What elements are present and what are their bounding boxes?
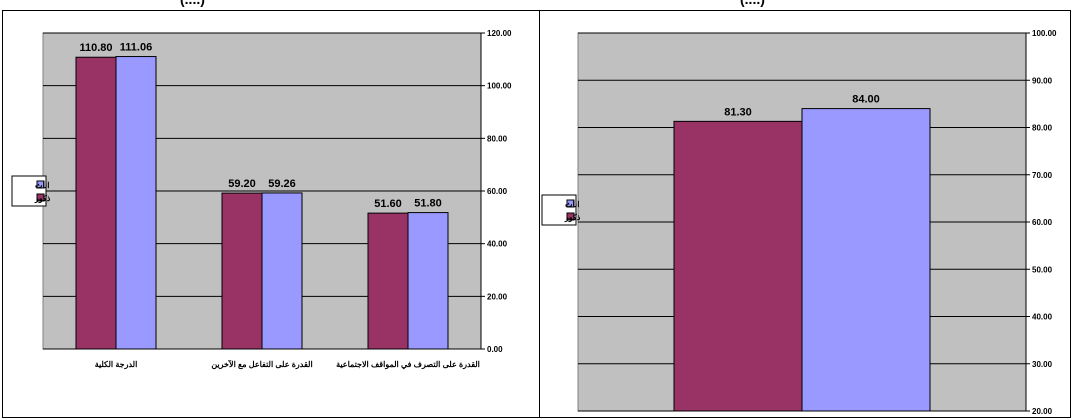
- data-label: 59.26: [268, 178, 296, 190]
- bar: [115, 56, 157, 350]
- y-tick-label: 0.00: [487, 345, 503, 354]
- bar: [75, 56, 117, 350]
- bar: [801, 108, 931, 412]
- top-cropped-strip: (....) (....): [0, 0, 1073, 10]
- category-label: القدرة على التفاعل مع الآخرين: [211, 359, 312, 370]
- bar: [261, 192, 303, 350]
- bar: [221, 192, 263, 350]
- legend-swatch: [566, 212, 575, 221]
- legend-swatch: [36, 193, 45, 202]
- y-tick-label: 20.00: [487, 292, 508, 301]
- y-tick-label: 40.00: [1032, 313, 1053, 322]
- legend-label: ذكور: [34, 194, 51, 204]
- data-label: 59.20: [228, 178, 256, 190]
- y-tick-label: 30.00: [1032, 360, 1053, 369]
- data-label: 51.80: [414, 198, 442, 210]
- data-label: 111.06: [120, 42, 152, 54]
- y-tick-label: 100.00: [1032, 29, 1057, 38]
- legend-label: اناث: [565, 200, 579, 209]
- legend-swatch: [36, 180, 45, 189]
- legend-swatch: [566, 199, 575, 208]
- y-tick-label: 70.00: [1032, 171, 1053, 180]
- legend-label: ذكور: [564, 213, 581, 223]
- data-label: 84.00: [852, 94, 880, 106]
- bar-chart-right: 20.00 30.00 40.00 50.00 60.00 70.00 80.00 90.00…: [541, 29, 1057, 416]
- y-tick-label: 40.00: [487, 240, 508, 249]
- bar: [367, 212, 409, 350]
- y-tick-label: 90.00: [1032, 76, 1053, 85]
- top-fragment-left: (....): [180, 0, 205, 7]
- y-tick-label: 60.00: [1032, 218, 1053, 227]
- category-label: الدرجة الكلية: [95, 360, 138, 370]
- chart-panel-right: 20.00 30.00 40.00 50.00 60.00 70.00 80.00 90.00…: [539, 10, 1071, 418]
- bar: [673, 120, 803, 412]
- top-fragment-right: (....): [740, 0, 765, 7]
- y-tick-label: 60.00: [487, 187, 508, 196]
- legend-label: اناث: [35, 181, 49, 190]
- bar: [407, 212, 449, 350]
- bar-chart-left: 0.00 20.00 40.00 60.00 80.00 100.00 120.00 110.…: [11, 29, 512, 370]
- y-tick-label: 120.00: [487, 29, 512, 38]
- data-label: 110.80: [79, 42, 112, 54]
- category-label: القدرة على التصرف في المواقف الاجتماعية: [336, 360, 480, 370]
- y-tick-label: 100.00: [487, 82, 512, 91]
- y-tick-label: 20.00: [1032, 407, 1053, 416]
- y-tick-label: 80.00: [487, 134, 508, 143]
- chart-panel-left: 0.00 20.00 40.00 60.00 80.00 100.00 120.00 110.…: [2, 10, 540, 418]
- data-label: 81.30: [724, 106, 752, 118]
- y-tick-label: 50.00: [1032, 265, 1053, 274]
- y-tick-label: 80.00: [1032, 124, 1053, 133]
- data-label: 51.60: [374, 198, 402, 210]
